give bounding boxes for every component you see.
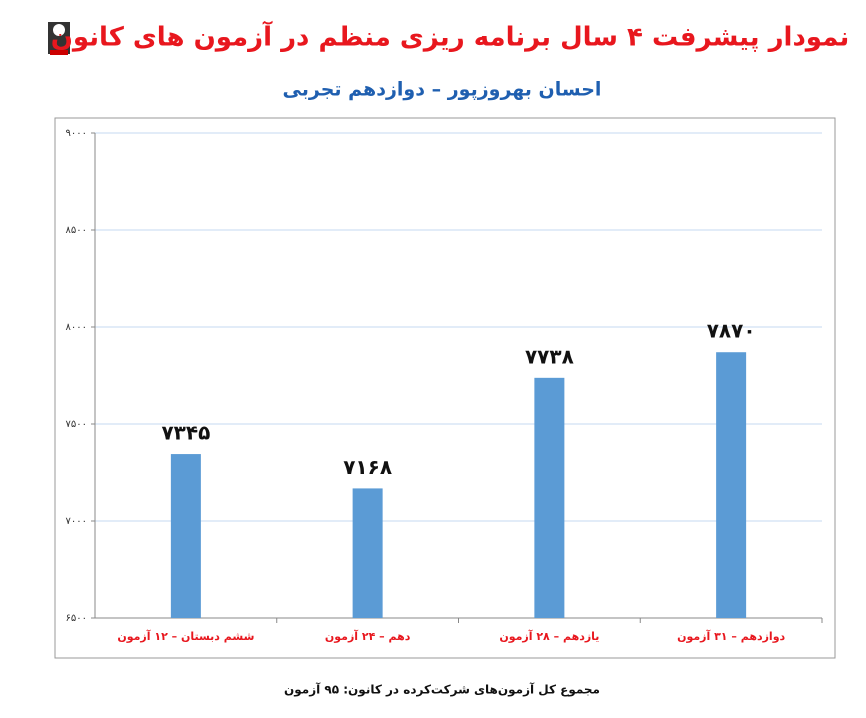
y-tick-label: ۹۰۰۰ — [66, 128, 87, 139]
y-tick-label: ۶۵۰۰ — [66, 613, 87, 624]
logo — [48, 22, 70, 55]
x-tick-label: یازدهم – ۲۸ آزمون — [499, 629, 599, 643]
y-tick-label: ۷۵۰۰ — [66, 419, 87, 430]
y-tick-label: ۷۰۰۰ — [66, 516, 87, 527]
bar — [352, 488, 383, 618]
chart-title: نمودار پیشرفت ۴ سال برنامه ریزی منظم در … — [51, 21, 850, 53]
value-label: ۷۷۳۸ — [525, 344, 574, 368]
x-tick-label: دوازدهم – ۳۱ آزمون — [677, 629, 785, 643]
value-label: ۷۳۴۵ — [161, 421, 210, 445]
x-tick-label: ششم دبستان – ۱۲ آزمون — [117, 629, 254, 643]
bar — [716, 352, 747, 618]
y-tick-label: ۸۵۰۰ — [66, 225, 87, 236]
y-tick-label: ۸۰۰۰ — [66, 322, 87, 333]
bar — [170, 454, 201, 618]
chart-frame — [54, 117, 836, 659]
value-label: ۷۱۶۸ — [343, 455, 392, 479]
chart-subtitle: احسان بهروزپور – دوازدهم تجربی — [283, 79, 602, 101]
footnote: مجموع کل آزمون‌های شرکت‌کرده در کانون: ۹… — [284, 682, 600, 698]
bar — [534, 377, 565, 618]
x-tick-label: دهم – ۲۴ آزمون — [325, 629, 411, 643]
value-label: ۷۸۷۰ — [707, 319, 756, 343]
